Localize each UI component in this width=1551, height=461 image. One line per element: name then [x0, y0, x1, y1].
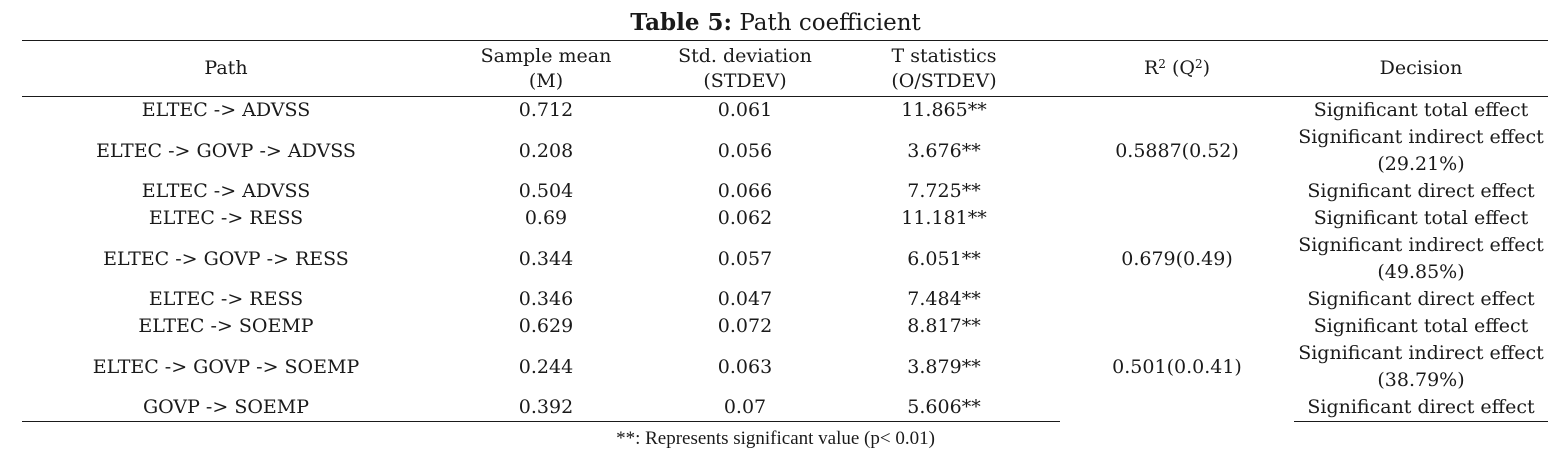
cell-t-statistic: 7.725**	[907, 180, 981, 202]
cell-std-deviation: 0.047	[717, 288, 773, 310]
cell-path: ELTEC -> GOVP -> RESS	[103, 247, 349, 270]
cell-sample-mean: 0.346	[518, 288, 574, 310]
cell-sample-mean: 0.712	[518, 99, 574, 121]
table-row: ELTEC -> GOVP -> ADVSS 0.208 0.056 3.676…	[22, 124, 1548, 178]
cell-decision: Significant direct effect	[1307, 180, 1535, 202]
cell-std-deviation: 0.061	[717, 99, 773, 121]
cell-r2-q2: 0.679(0.49)	[1121, 247, 1233, 270]
cell-sample-mean: 0.392	[430, 394, 662, 422]
table-row: ELTEC -> RESS 0.346 0.047 7.484** Signif…	[22, 286, 1548, 313]
cell-std-deviation: 0.057	[717, 247, 773, 270]
cell-std-deviation: 0.066	[717, 180, 773, 202]
cell-std-deviation: 0.056	[717, 139, 773, 162]
cell-sample-mean: 0.504	[518, 180, 574, 202]
cell-std-deviation: 0.062	[717, 207, 773, 229]
cell-std-deviation: 0.063	[717, 355, 773, 378]
table-row: GOVP -> SOEMP 0.392 0.07 5.606** Signifi…	[22, 394, 1548, 422]
cell-sample-mean: 0.344	[518, 247, 574, 270]
header-r2-q2: R2 (Q2)	[1060, 40, 1294, 97]
header-t-statistics: T statistics (O/STDEV)	[828, 40, 1060, 97]
cell-decision: Significant direct effect	[1294, 394, 1548, 422]
cell-t-statistic: 8.817**	[907, 315, 981, 337]
table-row: ELTEC -> RESS 0.69 0.062 11.181** 0.679(…	[22, 205, 1548, 270]
cell-r2-q2: 0.501(0.0.41)	[1112, 355, 1242, 378]
cell-t-statistic: 3.879**	[907, 355, 981, 378]
table-caption: Table 5: Path coefficient	[0, 8, 1551, 38]
cell-t-statistic: 5.606**	[828, 394, 1060, 422]
cell-t-statistic: 3.676**	[907, 139, 981, 162]
header-decision: Decision	[1294, 40, 1548, 97]
cell-decision: Significant direct effect	[1307, 288, 1535, 310]
cell-decision: Significant total effect	[1313, 315, 1529, 337]
cell-decision: Significant total effect	[1313, 99, 1529, 121]
cell-r2-q2: 0.5887(0.52)	[1115, 139, 1239, 162]
table-row: ELTEC -> GOVP -> RESS 0.344 0.057 6.051*…	[22, 232, 1548, 286]
cell-sample-mean: 0.208	[518, 139, 574, 162]
table-title: Path coefficient	[739, 10, 921, 36]
cell-t-statistic: 11.181**	[901, 207, 987, 229]
table-row: ELTEC -> GOVP -> SOEMP 0.244 0.063 3.879…	[22, 340, 1548, 394]
cell-t-statistic: 7.484**	[907, 288, 981, 310]
header-path: Path	[22, 40, 430, 97]
cell-decision: Significant indirect effect (38.79%)	[1298, 342, 1544, 391]
cell-t-statistic: 11.865**	[901, 99, 987, 121]
cell-path: ELTEC -> RESS	[148, 207, 304, 229]
cell-std-deviation: 0.072	[717, 315, 773, 337]
cell-path: ELTEC -> SOEMP	[138, 315, 314, 337]
cell-path: GOVP -> SOEMP	[22, 394, 430, 422]
cell-path: ELTEC -> GOVP -> ADVSS	[96, 139, 356, 162]
cell-sample-mean: 0.629	[518, 315, 574, 337]
cell-std-deviation: 0.07	[662, 394, 828, 422]
table-label: Table 5:	[630, 9, 732, 36]
cell-path: ELTEC -> RESS	[148, 288, 304, 310]
header-std-deviation: Std. deviation (STDEV)	[662, 40, 828, 97]
cell-sample-mean: 0.244	[518, 355, 574, 378]
table-header-row: Path Sample mean (M) Std. deviation (STDEV…	[22, 40, 1548, 97]
cell-sample-mean: 0.69	[524, 207, 568, 229]
cell-decision: Significant total effect	[1313, 207, 1529, 229]
cell-decision: Significant indirect effect (49.85%)	[1298, 234, 1544, 283]
cell-path: ELTEC -> GOVP -> SOEMP	[92, 355, 360, 378]
table-row: ELTEC -> ADVSS 0.712 0.061 11.865** 0.58…	[22, 97, 1548, 162]
table-footnote: **: Represents significant value (p< 0.0…	[616, 428, 935, 449]
path-coefficient-table: Path Sample mean (M) Std. deviation (STDEV…	[22, 40, 1548, 422]
table-row: ELTEC -> SOEMP 0.629 0.072 8.817** 0.501…	[22, 313, 1548, 378]
cell-decision: Significant indirect effect (29.21%)	[1298, 126, 1544, 175]
header-sample-mean: Sample mean (M)	[430, 40, 662, 97]
cell-path: ELTEC -> ADVSS	[141, 180, 311, 202]
cell-path: ELTEC -> ADVSS	[141, 99, 311, 121]
cell-t-statistic: 6.051**	[907, 247, 981, 270]
table-row: ELTEC -> ADVSS 0.504 0.066 7.725** Signi…	[22, 178, 1548, 205]
